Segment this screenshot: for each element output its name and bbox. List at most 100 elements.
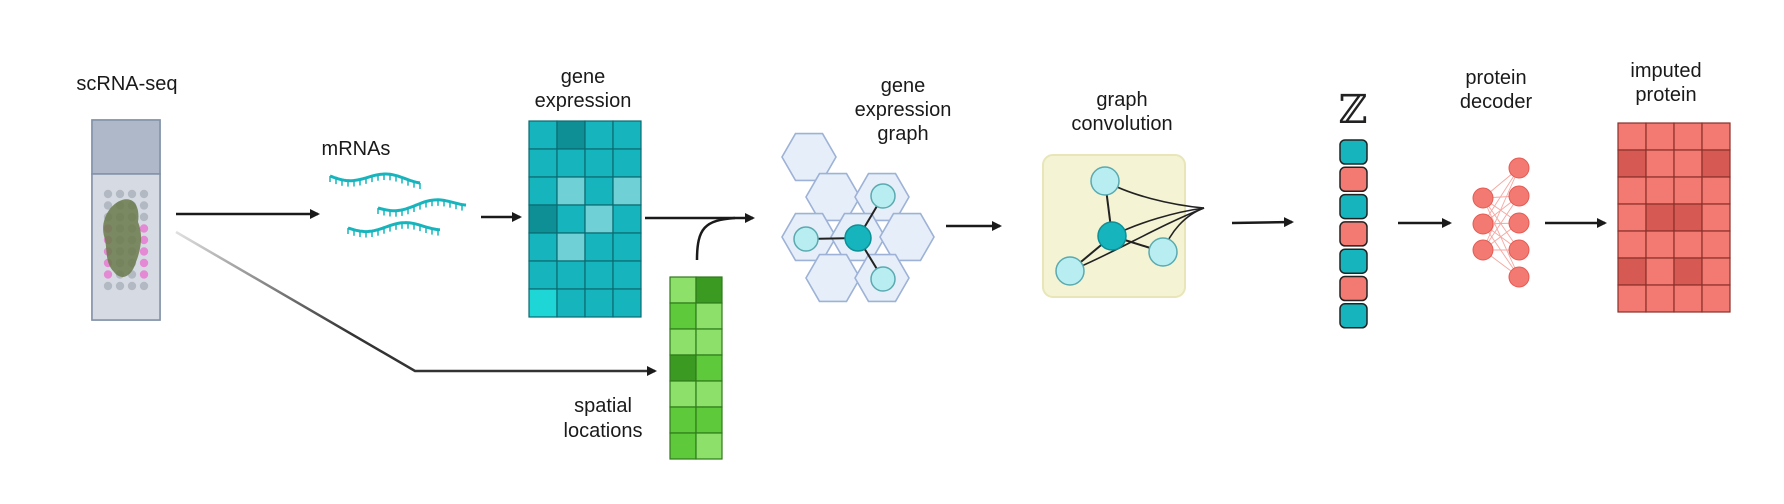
arrow-conv-to-latent <box>1231 217 1294 228</box>
latent-cell <box>1339 303 1368 329</box>
gene-expression-cell <box>556 232 586 262</box>
graph-center-node <box>1097 221 1127 251</box>
gene-expression-cell <box>528 120 558 150</box>
gene-expression-cell <box>612 120 642 150</box>
spatial-cell <box>669 302 697 330</box>
spatial-label-line1: spatial <box>574 395 632 417</box>
imputed-cell <box>1617 122 1647 151</box>
hexagon-cell <box>879 212 935 262</box>
graph-label-line2: expression <box>855 99 952 121</box>
graph-node <box>1090 166 1120 196</box>
graph-label-line1: gene <box>881 75 926 97</box>
gene-expression-cell <box>584 176 614 206</box>
gene-expression-cell <box>528 288 558 318</box>
network-neuron <box>1508 266 1530 288</box>
scrna-seq-label: scRNA-seq <box>76 73 177 95</box>
imputed-label-line1: imputed <box>1630 60 1701 82</box>
gene-expression-cell <box>612 288 642 318</box>
gene-expression-cell <box>556 148 586 178</box>
graph-label-line3: graph <box>877 123 928 145</box>
graph-node <box>870 183 896 209</box>
conv-label-line2: convolution <box>1071 113 1172 135</box>
hexagon-graph-icon <box>781 132 935 303</box>
imputed-cell <box>1617 230 1647 259</box>
spatial-label-line2: locations <box>564 420 643 442</box>
imputed-cell <box>1617 257 1647 286</box>
spatial-cell <box>695 406 723 434</box>
gene-expression-cell <box>612 260 642 290</box>
graph-center-node <box>844 224 872 252</box>
gene-expression-cell <box>584 148 614 178</box>
graph-node <box>793 226 819 252</box>
mrnas-label: mRNAs <box>322 138 391 160</box>
gene-expression-cell <box>528 204 558 234</box>
imputed-cell <box>1701 230 1731 259</box>
imputed-cell <box>1617 284 1647 313</box>
gene-expression-cell <box>528 232 558 262</box>
latent-z-label: ℤ <box>1338 87 1367 133</box>
network-neuron <box>1472 213 1494 235</box>
imputed-cell <box>1701 203 1731 232</box>
spatial-cell <box>695 302 723 330</box>
conv-label-line1: graph <box>1096 89 1147 111</box>
gene-expression-cell <box>584 204 614 234</box>
spatial-cell <box>695 328 723 356</box>
network-neuron <box>1508 157 1530 179</box>
gene-expression-cell <box>528 176 558 206</box>
imputed-cell <box>1645 203 1675 232</box>
arrow-spatial-merge <box>695 216 736 261</box>
spatial-cell <box>669 432 697 460</box>
gene-expression-label-line2: expression <box>535 90 632 112</box>
imputed-cell <box>1701 122 1731 151</box>
network-neuron <box>1472 187 1494 209</box>
decoder-label-line1: protein <box>1465 67 1526 89</box>
spatial-cell <box>669 406 697 434</box>
gene-expression-cell <box>584 120 614 150</box>
gene-expression-cell <box>584 288 614 318</box>
gene-expression-cell <box>584 232 614 262</box>
imputed-cell <box>1645 230 1675 259</box>
imputed-cell <box>1645 284 1675 313</box>
spatial-cell <box>669 276 697 304</box>
gene-expression-cell <box>612 176 642 206</box>
imputed-cell <box>1645 176 1675 205</box>
gene-expression-label-line1: gene <box>561 66 606 88</box>
imputed-cell <box>1673 122 1703 151</box>
latent-cell <box>1339 275 1368 302</box>
gene-expression-cell <box>556 260 586 290</box>
latent-cell <box>1339 248 1368 274</box>
imputed-cell <box>1673 257 1703 286</box>
spatial-cell <box>695 432 723 460</box>
imputed-cell <box>1701 176 1731 205</box>
imputed-cell <box>1617 149 1647 178</box>
mrna-strand-icon <box>329 172 467 238</box>
network-neuron <box>1508 212 1530 234</box>
latent-vector <box>1339 139 1368 329</box>
spatial-cell <box>669 328 697 356</box>
spatial-cell <box>695 354 723 382</box>
latent-cell <box>1339 139 1368 165</box>
network-neuron <box>1472 239 1494 261</box>
network-neuron <box>1508 185 1530 207</box>
imputed-cell <box>1673 284 1703 313</box>
neural-network-icon <box>1472 157 1530 288</box>
latent-cell <box>1339 221 1368 247</box>
imputed-cell <box>1673 203 1703 232</box>
imputed-cell <box>1617 203 1647 232</box>
gene-expression-cell <box>528 260 558 290</box>
gene-expression-cell <box>556 176 586 206</box>
gene-expression-cell <box>612 148 642 178</box>
gene-expression-cell <box>556 288 586 318</box>
imputed-cell <box>1645 149 1675 178</box>
graph-convolution-panel <box>1042 154 1205 298</box>
imputed-label-line2: protein <box>1635 84 1696 106</box>
spatial-cell <box>669 354 697 382</box>
imputed-cell <box>1701 149 1731 178</box>
imputed-cell <box>1673 230 1703 259</box>
spatial-cell <box>669 380 697 408</box>
gene-expression-cell <box>612 232 642 262</box>
latent-cell <box>1339 193 1368 220</box>
imputed-cell <box>1617 176 1647 205</box>
network-neuron <box>1508 239 1530 261</box>
